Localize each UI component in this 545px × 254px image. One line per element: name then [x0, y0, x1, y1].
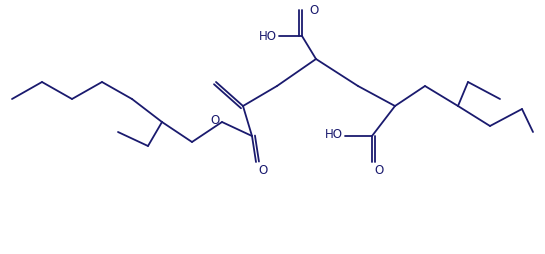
Text: HO: HO	[325, 128, 343, 140]
Text: O: O	[258, 164, 267, 177]
Text: O: O	[374, 164, 383, 177]
Text: HO: HO	[259, 29, 277, 42]
Text: O: O	[309, 4, 318, 17]
Text: O: O	[211, 114, 220, 126]
